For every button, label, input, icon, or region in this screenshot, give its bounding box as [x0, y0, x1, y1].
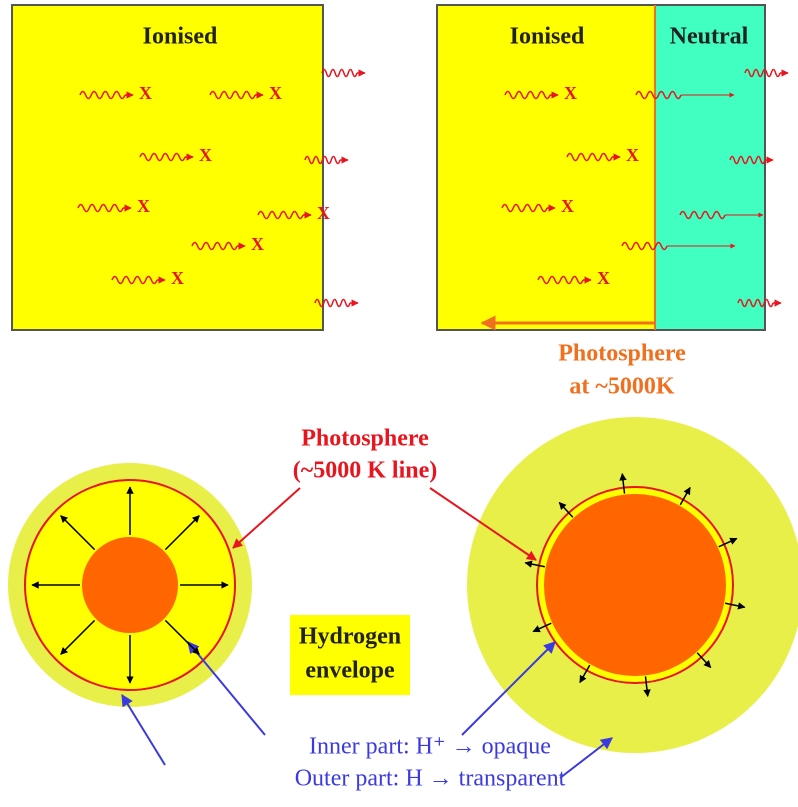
pointer: [233, 488, 300, 548]
absorbed-x: X: [171, 268, 184, 288]
photosphere-label: Photosphere: [301, 426, 429, 452]
photosphere-label: at ~5000K: [569, 374, 674, 400]
envelope-label: Hydrogen: [299, 624, 401, 650]
core: [544, 494, 726, 676]
absorbed-x: X: [564, 83, 577, 103]
ionised-label: Ionised: [510, 24, 585, 50]
core: [82, 537, 178, 633]
absorbed-x: X: [251, 234, 264, 254]
envelope-label: envelope: [305, 658, 395, 684]
ionised-box: [12, 5, 323, 330]
outer-part-label: Outer part: H → transparent: [295, 766, 566, 792]
top-panels: Ionised Ionised Neutral Photosphere at ~…: [12, 5, 788, 400]
neutral-box: [655, 5, 765, 330]
ionised-label: Ionised: [143, 24, 218, 50]
inner-part-label: Inner part: H⁺ → opaque: [309, 734, 551, 760]
absorbed-x: X: [561, 196, 574, 216]
absorbed-x: X: [139, 83, 152, 103]
absorbed-x: X: [626, 145, 639, 165]
absorbed-x: X: [199, 145, 212, 165]
photosphere-label: (~5000 K line): [293, 458, 437, 484]
absorbed-x: X: [597, 268, 610, 288]
absorbed-x: X: [137, 196, 150, 216]
bottom: Hydrogen envelope Photosphere (~5000 K l…: [8, 417, 798, 792]
ionised-box: [437, 5, 655, 330]
absorbed-x: X: [269, 83, 282, 103]
photosphere-label: Photosphere: [558, 341, 686, 367]
neutral-label: Neutral: [670, 24, 749, 50]
diagram: Ionised Ionised Neutral Photosphere at ~…: [0, 0, 798, 807]
absorbed-x: X: [317, 203, 330, 223]
photon: [322, 70, 357, 77]
